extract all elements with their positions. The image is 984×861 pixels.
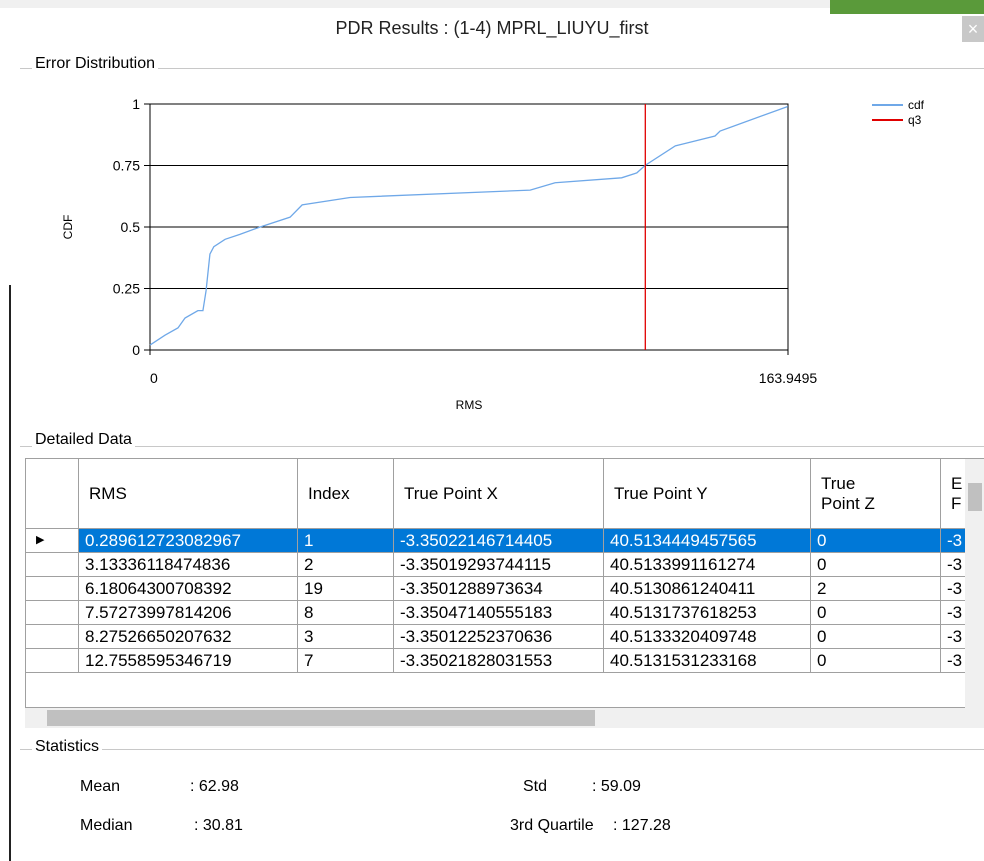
cell: 40.5131531233168 — [604, 649, 811, 673]
y-tick-label: 1 — [132, 96, 140, 112]
decoration — [0, 0, 830, 8]
legend-label: cdf — [908, 98, 925, 112]
x-axis-label: RMS — [456, 398, 483, 412]
cell: 0 — [811, 553, 941, 577]
cell: 0 — [811, 529, 941, 553]
group-label: Statistics — [32, 738, 103, 756]
cell: 40.5134449457565 — [604, 529, 811, 553]
close-button[interactable]: × — [962, 16, 984, 42]
row-header — [26, 577, 79, 601]
cell: 0 — [811, 649, 941, 673]
series-line — [149, 105, 789, 346]
column-header: RMS — [79, 459, 298, 529]
cell: 2 — [811, 577, 941, 601]
stat-name: Median — [80, 817, 133, 834]
cell: 7.57273997814206 — [79, 601, 298, 625]
column-header: True Point Y — [604, 459, 811, 529]
group-label: Error Distribution — [32, 55, 159, 73]
cell: -3.35012252370636 — [394, 625, 604, 649]
cell: 1 — [298, 529, 394, 553]
y-axis-label: CDF — [61, 215, 75, 240]
group-label: Detailed Data — [32, 431, 135, 449]
cell: 40.5130861240411 — [604, 577, 811, 601]
x-tick-label: 0 — [150, 370, 158, 386]
cell: 0.289612723082967 — [79, 529, 298, 553]
stat-name: Std — [523, 778, 548, 795]
cell: 40.5133991161274 — [604, 553, 811, 577]
y-tick-label: 0 — [132, 342, 140, 358]
row-header — [26, 649, 79, 673]
cell: 40.5133320409748 — [604, 625, 811, 649]
header-text: True Point Z — [821, 473, 875, 513]
stat-value: : 62.98 — [190, 778, 239, 795]
y-tick-label: 0.25 — [113, 281, 140, 297]
column-header: True Point Z — [811, 459, 941, 529]
cell: -3.35047140555183 — [394, 601, 604, 625]
cell: 8 — [298, 601, 394, 625]
cell: 40.5131737618253 — [604, 601, 811, 625]
row-header — [26, 625, 79, 649]
row-header — [26, 601, 79, 625]
x-tick-label: 163.9495 — [759, 370, 818, 386]
cell: -3.3501288973634 — [394, 577, 604, 601]
cell: 0 — [811, 601, 941, 625]
header-text: True Point X — [404, 483, 498, 503]
cell: 12.7558595346719 — [79, 649, 298, 673]
decoration — [830, 0, 984, 14]
header-text: Index — [308, 483, 350, 503]
cell: -3.35019293744115 — [394, 553, 604, 577]
header-text: True Point Y — [614, 483, 708, 503]
column-header: E F — [941, 459, 983, 529]
stat-value: : 30.81 — [194, 817, 243, 834]
cell: 0 — [811, 625, 941, 649]
header-text: E F — [951, 473, 963, 513]
cell: 8.27526650207632 — [79, 625, 298, 649]
cell: 19 — [298, 577, 394, 601]
column-header: True Point X — [394, 459, 604, 529]
y-tick-label: 0.75 — [113, 158, 140, 174]
stat-name: 3rd Quartile — [510, 817, 594, 834]
cell: 7 — [298, 649, 394, 673]
corner-header — [26, 459, 79, 529]
column-header: Index — [298, 459, 394, 529]
data-grid[interactable]: RMS Index True Point X True Point Y True Poi… — [25, 458, 984, 708]
cell: 3 — [298, 625, 394, 649]
legend-label: q3 — [908, 113, 922, 127]
stat-value: : 59.09 — [592, 778, 641, 795]
stat-value: : 127.28 — [613, 817, 671, 834]
y-tick-label: 0.5 — [121, 219, 141, 235]
row-header — [26, 553, 79, 577]
stat-name: Mean — [80, 778, 121, 795]
row-header: ▶ — [26, 529, 79, 553]
cell: 2 — [298, 553, 394, 577]
vertical-scrollbar[interactable] — [965, 459, 984, 708]
cell: -3.35022146714405 — [394, 529, 604, 553]
horizontal-scrollbar[interactable] — [25, 708, 984, 728]
border — [9, 285, 11, 861]
cell: -3.35021828031553 — [394, 649, 604, 673]
cell: 6.18064300708392 — [79, 577, 298, 601]
cell: 3.13336118474836 — [79, 553, 298, 577]
header-text: RMS — [89, 483, 127, 503]
window-title: PDR Results : (1-4) MPRL_LIUYU_first — [335, 18, 649, 38]
